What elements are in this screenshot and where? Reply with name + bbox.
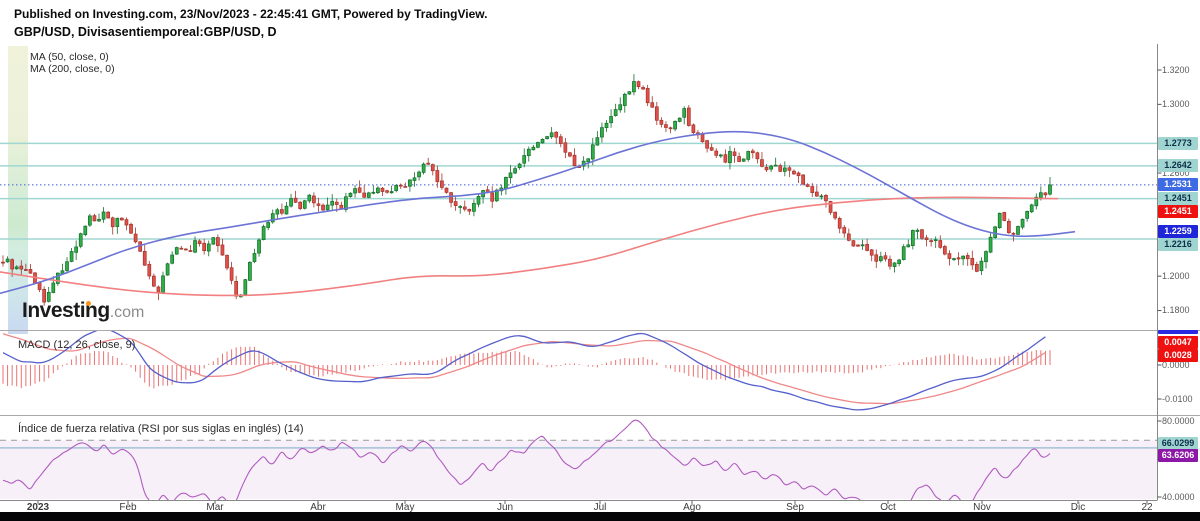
price-badge-blue: 1.2531 [1158, 178, 1198, 192]
macd-line [2, 331, 1046, 411]
time-axis-label: Jun [496, 502, 514, 513]
investing-logo-dot-icon [86, 301, 91, 306]
rsi-panel-title: Índice de fuerza relativa (RSI por sus s… [18, 423, 304, 435]
time-axis-label: May [395, 502, 415, 513]
price-badge-teal: 1.2216 [1158, 238, 1198, 252]
time-axis-label: Jul [593, 502, 607, 513]
price-tick-label: 1.2600 [1162, 167, 1190, 178]
price-badge-red: 1.2451 [1158, 205, 1198, 219]
macd-signal-badge: 0.0047 [1158, 335, 1198, 349]
time-axis-label: Feb [119, 502, 137, 513]
time-axis-label: Ago [683, 502, 701, 513]
time-axis-label: Abr [310, 502, 326, 513]
macd-value-badge-clipped [1158, 330, 1198, 334]
macd-signal-line [2, 333, 1046, 405]
ma200-legend: MA (200, close, 0) [30, 63, 115, 75]
ma50-legend: MA (50, close, 0) [30, 51, 109, 63]
time-axis-label: Sep [786, 502, 804, 513]
investing-logo-suffix: .com [109, 304, 145, 321]
rsi-panel [0, 419, 1157, 500]
rsi-band [0, 440, 1157, 499]
time-axis-label: Dic [1070, 502, 1086, 513]
published-line: Published on Investing.com, 23/Nov/2023 … [14, 7, 488, 21]
macd-tick-label: -0.0100 [1162, 393, 1193, 404]
rsi-value-badge: 63.6206 [1158, 449, 1198, 462]
investing-logo-brand: Investing [22, 299, 110, 322]
rsi-tick-label: 80.0000 [1162, 415, 1195, 426]
price-tick-label: 1.3000 [1162, 98, 1190, 109]
price-tick-label: 1.2000 [1162, 270, 1190, 281]
ma200-line [0, 196, 1059, 297]
price-panel [0, 74, 1157, 306]
price-tick-label: 1.3200 [1162, 64, 1190, 75]
macd-tick-label: 0.0000 [1162, 359, 1190, 370]
instrument-title: GBP/USD, Divisasentiemporeal:GBP/USD, D [14, 25, 277, 39]
ma50-line [0, 130, 1076, 295]
macd-histogram [2, 346, 1051, 389]
price-tick-label: 1.1800 [1162, 305, 1190, 316]
time-axis-label: Nov [973, 502, 991, 513]
time-axis-label: Mar [206, 502, 224, 513]
candlesticks [1, 74, 1052, 306]
time-axis-label: Oct [880, 502, 896, 513]
price-badge-navy: 1.2259 [1158, 225, 1198, 239]
bottom-black-bar [0, 512, 1200, 521]
macd-panel-title: MACD (12, 26, close, 9) [18, 339, 136, 351]
time-axis-label: 22 [1141, 502, 1153, 513]
price-badge-teal: 1.2642 [1158, 159, 1198, 173]
price-badge-teal: 1.2773 [1158, 136, 1198, 150]
time-axis-label: 2023 [26, 502, 50, 513]
investing-logo: Investing.com [22, 299, 144, 323]
rsi-level-badge: 66.0299 [1158, 436, 1198, 450]
rsi-line [2, 419, 1051, 500]
price-badge-teal: 1.2451 [1158, 192, 1198, 206]
rsi-tick-label: 40.0000 [1162, 491, 1195, 502]
macd-panel [2, 331, 1051, 411]
macd-hist-badge: 0.0028 [1158, 348, 1198, 362]
